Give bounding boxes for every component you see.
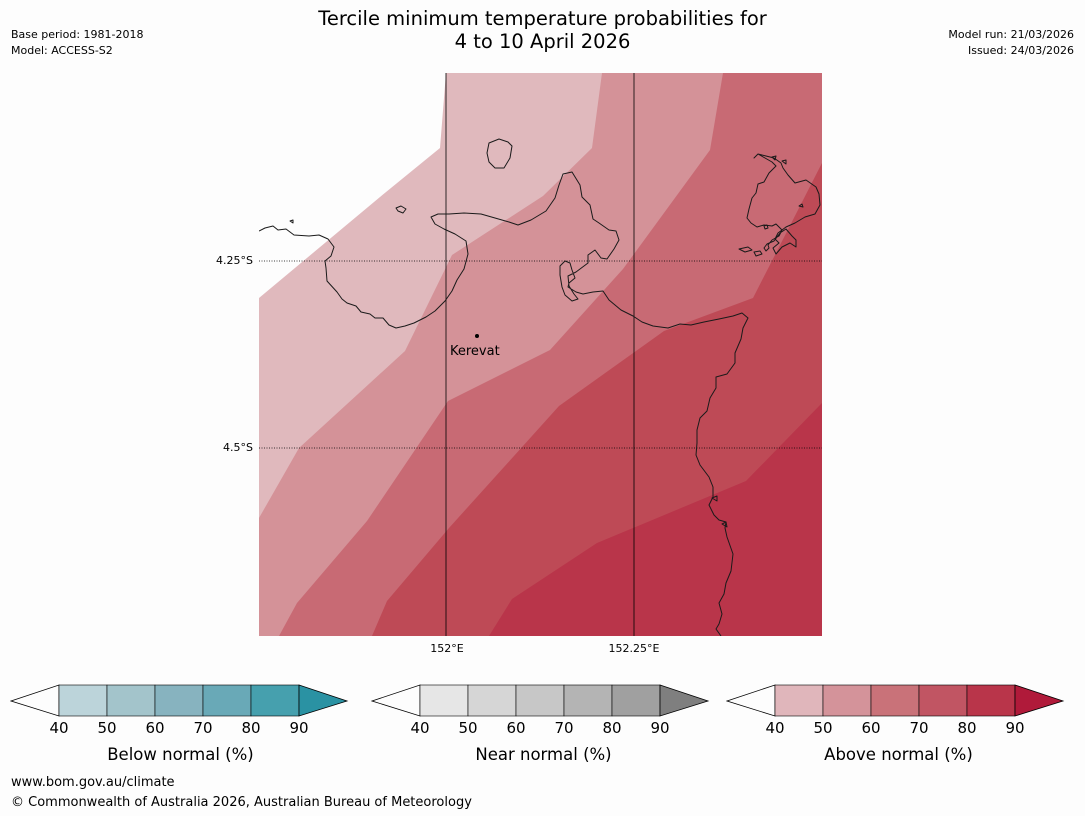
meta-right: Model run: 21/03/2026 Issued: 24/03/2026 [948, 27, 1074, 59]
islet-south-1 [711, 495, 718, 502]
above-swatch-50-60 [822, 684, 872, 717]
colorbar-below-normal: 40 50 60 70 80 90 Below normal (%) [9, 683, 355, 764]
near-tick-60: 60 [506, 719, 526, 737]
near-tick-90: 90 [650, 719, 670, 737]
above-tick-90: 90 [1005, 719, 1025, 737]
below-normal-label: Below normal (%) [107, 745, 254, 764]
above-swatch-80-90 [966, 684, 1016, 717]
islet-east-6 [781, 159, 787, 165]
islet-east-5 [771, 155, 777, 161]
islet-east-4 [798, 203, 804, 208]
lon-label-152-25: 152.25°E [608, 642, 660, 655]
below-swatch-50-60 [106, 684, 156, 717]
below-tick-70: 70 [193, 719, 213, 737]
footer-copyright: © Commonwealth of Australia 2026, Austra… [11, 795, 472, 810]
lon-label-152: 152°E [430, 642, 464, 655]
near-extend-low [370, 684, 421, 717]
islet-west [289, 219, 294, 224]
colorbar-near-normal: 40 50 60 70 80 90 Near normal (%) [370, 683, 716, 764]
colorbar-above-svg [725, 684, 1065, 717]
near-swatch-70-80 [563, 684, 613, 717]
title-line-1: Tercile minimum temperature probabilitie… [318, 7, 767, 30]
meta-left: Base period: 1981-2018 Model: ACCESS-S2 [11, 27, 143, 59]
above-extend-high [1014, 684, 1065, 717]
above-swatch-60-70 [870, 684, 920, 717]
near-tick-50: 50 [458, 719, 478, 737]
above-swatch-40-50 [774, 684, 824, 717]
model-name: Model: ACCESS-S2 [11, 44, 113, 57]
near-swatch-80-90 [611, 684, 661, 717]
above-tick-60: 60 [861, 719, 881, 737]
above-tick-40: 40 [765, 719, 785, 737]
lat-label-4-25: 4.25°S [216, 254, 253, 267]
island-north [486, 138, 513, 169]
kerevat-label: Kerevat [450, 344, 500, 359]
chart-title: Tercile minimum temperature probabilitie… [0, 7, 1085, 53]
gridlines [259, 73, 822, 636]
near-normal-label: Near normal (%) [475, 745, 612, 764]
below-tick-80: 80 [241, 719, 261, 737]
islet-east-3 [763, 224, 769, 230]
near-swatch-50-60 [467, 684, 517, 717]
below-tick-90: 90 [289, 719, 309, 737]
model-run: Model run: 21/03/2026 [948, 28, 1074, 41]
colorbar-below-svg [9, 684, 349, 717]
above-swatch-70-80 [918, 684, 968, 717]
colorbar-above-normal: 40 50 60 70 80 90 Above normal (%) [725, 683, 1071, 764]
kerevat-marker [475, 334, 479, 338]
below-swatch-70-80 [202, 684, 252, 717]
islet-east-2 [753, 250, 763, 257]
coastline-main [259, 171, 749, 636]
below-tick-40: 40 [49, 719, 69, 737]
below-extend-high [298, 684, 349, 717]
above-tick-80: 80 [957, 719, 977, 737]
near-extend-high [659, 684, 710, 717]
above-normal-label: Above normal (%) [824, 745, 973, 764]
below-tick-50: 50 [97, 719, 117, 737]
below-swatch-60-70 [154, 684, 204, 717]
islet-east-1 [738, 246, 753, 253]
map-svg: Kerevat [259, 73, 822, 636]
near-swatch-40-50 [419, 684, 469, 717]
above-tick-50: 50 [813, 719, 833, 737]
near-tick-40: 40 [410, 719, 430, 737]
base-period: Base period: 1981-2018 [11, 28, 144, 41]
below-extend-low [9, 684, 60, 717]
islet-south-2 [721, 521, 728, 528]
colorbar-near-svg [370, 684, 710, 717]
lat-label-4-5: 4.5°S [223, 441, 253, 454]
below-tick-60: 60 [145, 719, 165, 737]
coastline [259, 138, 821, 636]
issued-date: Issued: 24/03/2026 [967, 44, 1074, 57]
near-tick-80: 80 [602, 719, 622, 737]
near-tick-70: 70 [554, 719, 574, 737]
footer-url: www.bom.gov.au/climate [11, 775, 175, 790]
title-line-2: 4 to 10 April 2026 [454, 30, 631, 53]
near-swatch-60-70 [515, 684, 565, 717]
above-extend-low [725, 684, 776, 717]
map-blank-corner [259, 73, 446, 298]
below-swatch-40-50 [58, 684, 108, 717]
island-small-west [395, 205, 407, 214]
probability-map: Kerevat [259, 73, 822, 636]
islands-east [746, 153, 821, 255]
above-tick-70: 70 [909, 719, 929, 737]
below-swatch-80-90 [250, 684, 300, 717]
